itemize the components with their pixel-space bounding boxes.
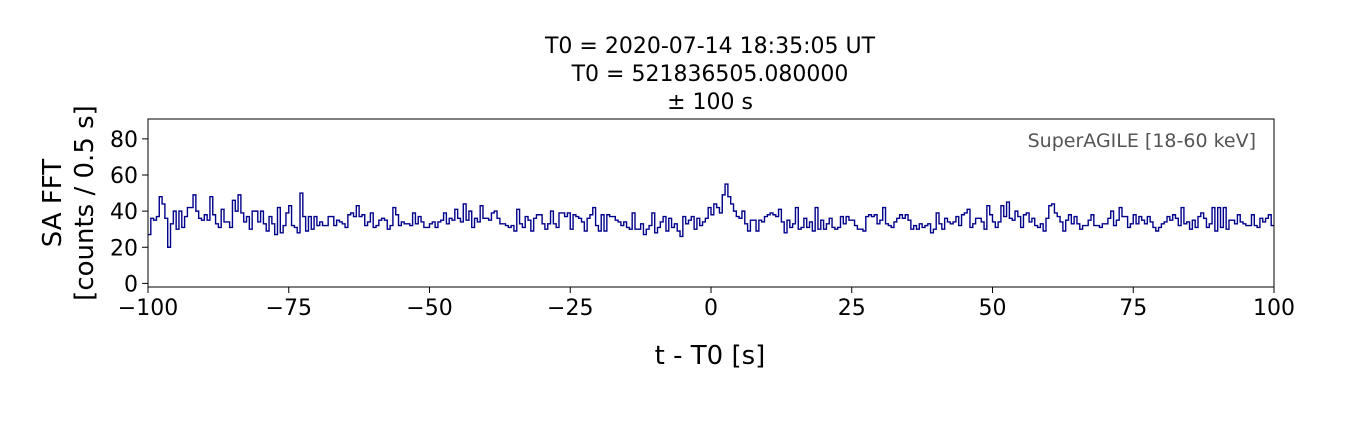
- instrument-annotation: SuperAGILE [18-60 keV]: [1028, 130, 1256, 152]
- x-tick-label: 0: [704, 296, 718, 321]
- x-tick-label: 75: [1119, 296, 1147, 321]
- x-tick-label: −50: [406, 296, 452, 321]
- x-axis-ticks: −100 −75 −50 −25 0 25 50 75 100: [118, 287, 1295, 321]
- x-tick-label: 50: [979, 296, 1007, 321]
- y-tick-label: 20: [110, 236, 138, 261]
- title-line-3: ± 100 s: [667, 90, 753, 115]
- y-axis-label-line-1: SA FFT: [38, 159, 68, 247]
- y-axis-label: SA FFT [counts / 0.5 s]: [38, 105, 100, 301]
- x-axis-label: t - T0 [s]: [655, 341, 766, 371]
- x-tick-label: 100: [1253, 296, 1295, 321]
- x-tick-label: −25: [547, 296, 593, 321]
- y-tick-label: 0: [124, 272, 138, 297]
- y-axis-label-line-2: [counts / 0.5 s]: [70, 105, 100, 301]
- x-tick-label: −75: [266, 296, 312, 321]
- y-tick-label: 60: [110, 164, 138, 189]
- title-line-2: T0 = 521836505.080000: [571, 62, 849, 87]
- y-tick-label: 80: [110, 128, 138, 153]
- series-line: [148, 183, 1274, 248]
- y-axis-ticks: 0 20 40 60 80: [110, 128, 148, 297]
- x-tick-label: −100: [118, 296, 178, 321]
- chart-title: T0 = 2020-07-14 18:35:05 UT T0 = 5218365…: [544, 34, 876, 115]
- title-line-1: T0 = 2020-07-14 18:35:05 UT: [544, 34, 876, 59]
- y-tick-label: 40: [110, 200, 138, 225]
- x-tick-label: 25: [838, 296, 866, 321]
